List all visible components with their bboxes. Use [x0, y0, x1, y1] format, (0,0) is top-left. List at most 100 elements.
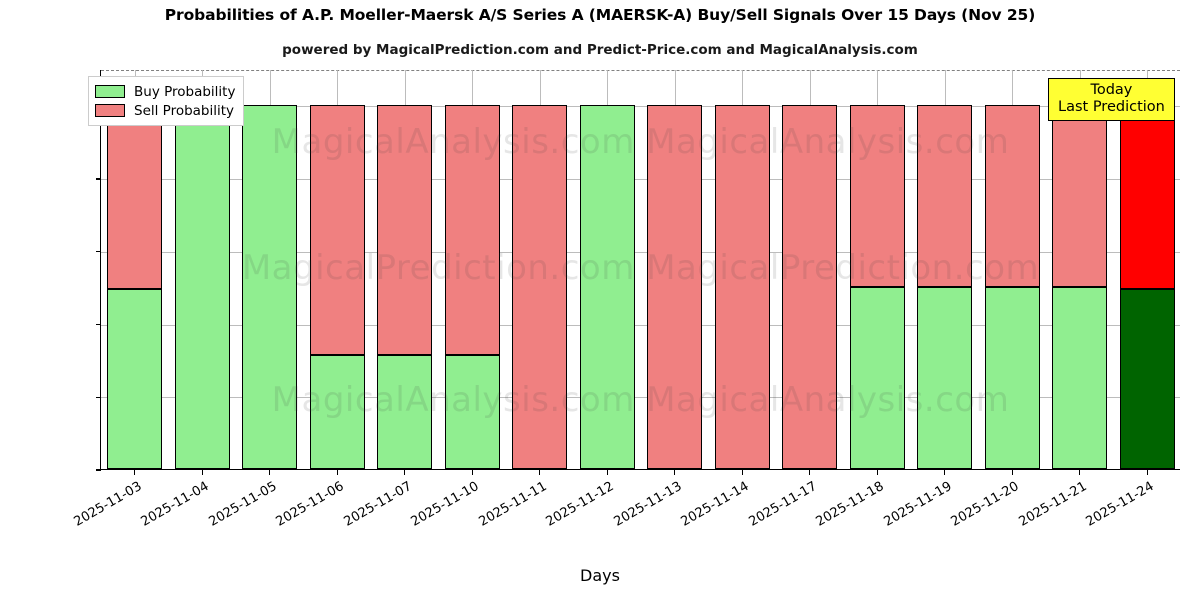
bar-segment-buy[interactable]: [1119, 289, 1175, 469]
bar-segment-sell[interactable]: [512, 105, 568, 469]
legend-swatch-icon: [95, 104, 125, 117]
x-axis-tick-label: 2025-11-20: [948, 479, 1022, 530]
bar-2025-11-03[interactable]: [107, 70, 163, 469]
x-axis-tick-label: 2025-11-03: [71, 479, 145, 530]
bar-2025-11-14[interactable]: [714, 70, 770, 469]
gridline-horizontal: [101, 179, 1180, 181]
bar-segment-buy[interactable]: [849, 287, 905, 469]
x-axis-tick: [876, 470, 878, 475]
gridline-horizontal: [101, 397, 1180, 399]
bar-2025-11-18[interactable]: [849, 70, 905, 469]
bar-segment-sell[interactable]: [984, 105, 1040, 288]
legend-item[interactable]: Sell Probability: [95, 101, 235, 120]
bar-segment-sell[interactable]: [849, 105, 905, 288]
today-annotation: Today Last Prediction: [1048, 78, 1175, 122]
last-prediction-label: Last Prediction: [1058, 99, 1165, 116]
bar-segment-sell[interactable]: [782, 105, 838, 469]
bar-segment-buy[interactable]: [444, 355, 500, 469]
bar-segment-buy[interactable]: [579, 105, 635, 469]
x-axis-tick: [809, 470, 811, 475]
gridline-horizontal: [101, 251, 1180, 253]
chart-title: Probabilities of A.P. Moeller-Maersk A/S…: [164, 6, 1036, 24]
x-axis-tick-label: 2025-11-19: [881, 479, 955, 530]
bar-segment-buy[interactable]: [984, 287, 1040, 469]
x-axis-tick-label: 2025-11-13: [611, 479, 685, 530]
y-axis-tick: [96, 396, 101, 398]
y-axis-tick: [96, 323, 101, 326]
x-axis-tick: [336, 470, 338, 475]
bar-2025-11-13[interactable]: [647, 70, 703, 469]
x-axis-tick: [1079, 470, 1081, 475]
chart-subtitle: powered by MagicalPrediction.com and Pre…: [282, 42, 918, 58]
bar-segment-sell[interactable]: [107, 105, 163, 290]
bar-2025-11-06[interactable]: [309, 70, 365, 469]
x-axis-tick-label: 2025-11-06: [273, 479, 347, 530]
x-axis-tick: [1011, 470, 1013, 475]
gridline-horizontal: [101, 324, 1180, 326]
bar-2025-11-12[interactable]: [579, 70, 635, 469]
bar-segment-sell[interactable]: [1052, 105, 1108, 288]
gridline-horizontal: [101, 106, 1180, 108]
bar-segment-sell[interactable]: [714, 105, 770, 469]
x-axis-tick-label: 2025-11-21: [1016, 479, 1090, 530]
bar-segment-buy[interactable]: [242, 105, 298, 469]
bar-2025-11-11[interactable]: [512, 70, 568, 469]
legend-label: Sell Probability: [134, 102, 235, 119]
x-axis-tick: [404, 470, 406, 475]
bar-2025-11-20[interactable]: [984, 70, 1040, 469]
x-axis-tick: [134, 470, 136, 475]
today-label: Today: [1090, 82, 1133, 98]
x-axis-tick-label: 2025-11-07: [341, 479, 415, 530]
bar-segment-buy[interactable]: [309, 355, 365, 469]
bar-segment-sell[interactable]: [1119, 105, 1175, 290]
x-axis-tick-label: 2025-11-04: [138, 479, 212, 530]
bar-2025-11-05[interactable]: [242, 70, 298, 469]
bar-segment-buy[interactable]: [917, 287, 973, 469]
y-axis-tick: [96, 178, 101, 180]
bar-2025-11-10[interactable]: [444, 70, 500, 469]
legend-swatch-icon: [95, 85, 125, 98]
legend-item[interactable]: Buy Probability: [95, 82, 235, 101]
bar-2025-11-19[interactable]: [917, 70, 973, 469]
x-axis-tick-label: 2025-11-05: [206, 479, 280, 530]
bar-segment-sell[interactable]: [377, 105, 433, 356]
chart-legend: Buy Probability Sell Probability: [88, 76, 245, 126]
x-axis-tick: [471, 470, 473, 475]
legend-label: Buy Probability: [134, 83, 236, 100]
x-axis-tick: [201, 470, 203, 475]
x-axis-tick-label: 2025-11-10: [408, 479, 482, 530]
x-axis-tick: [1146, 470, 1148, 475]
y-axis-tick: [96, 469, 101, 471]
bar-segment-sell[interactable]: [917, 105, 973, 288]
x-axis-tick: [606, 470, 608, 475]
bar-segment-buy[interactable]: [1052, 287, 1108, 469]
bar-segment-buy[interactable]: [174, 105, 230, 469]
x-axis-tick: [539, 470, 541, 475]
x-axis-tick-label: 2025-11-18: [813, 479, 887, 530]
x-axis-tick: [944, 470, 946, 475]
x-axis-tick-label: 2025-11-24: [1083, 479, 1157, 530]
bar-segment-sell[interactable]: [444, 105, 500, 356]
x-axis-tick: [674, 470, 676, 475]
plot-area: MagicalAnalysis.com MagicalAnalysis.com M…: [71, 70, 1180, 530]
bar-2025-11-07[interactable]: [377, 70, 433, 469]
bar-segment-sell[interactable]: [647, 105, 703, 469]
plot-inner: MagicalAnalysis.com MagicalAnalysis.com M…: [101, 70, 1180, 469]
x-axis-tick-label: 2025-11-11: [476, 479, 550, 530]
x-axis-tick-label: 2025-11-12: [543, 479, 617, 530]
x-axis-tick: [269, 470, 271, 475]
y-axis-tick: [96, 251, 101, 253]
bar-2025-11-04[interactable]: [174, 70, 230, 469]
x-axis-tick-label: 2025-11-17: [746, 479, 820, 530]
bar-segment-sell[interactable]: [309, 105, 365, 356]
bar-2025-11-17[interactable]: [782, 70, 838, 469]
bar-2025-11-24[interactable]: [1119, 70, 1175, 469]
x-axis-tick-label: 2025-11-14: [678, 479, 752, 530]
bar-segment-buy[interactable]: [107, 289, 163, 469]
reference-dashed-line: [101, 70, 1180, 71]
bar-segment-buy[interactable]: [377, 355, 433, 469]
x-axis-tick: [741, 470, 743, 475]
x-axis-label: Days: [580, 566, 620, 585]
bar-2025-11-21[interactable]: [1052, 70, 1108, 469]
